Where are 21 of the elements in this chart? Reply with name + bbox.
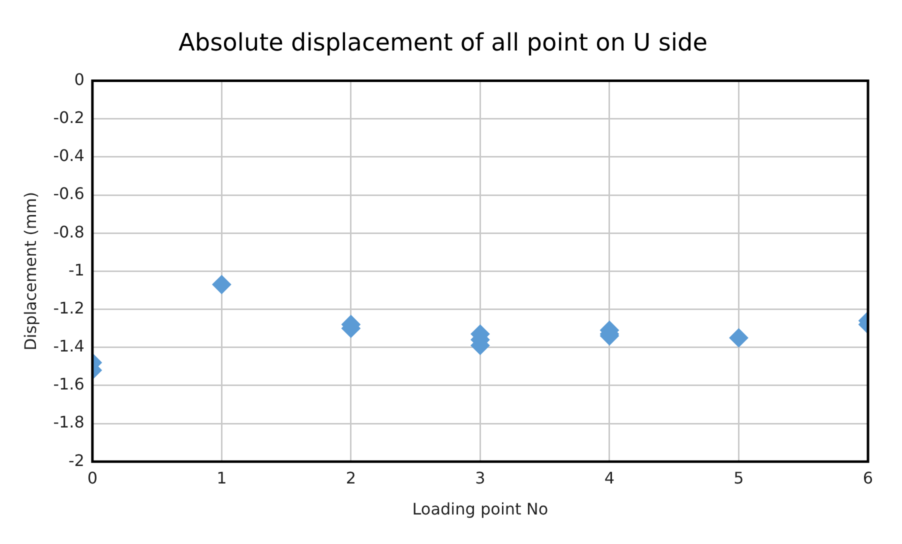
- y-tick-label: -1.6: [53, 374, 84, 394]
- x-tick-label: 1: [216, 468, 227, 488]
- y-tick-label: -0.6: [53, 184, 84, 204]
- y-tick-label: 0: [74, 70, 84, 89]
- y-tick-label: -0.8: [53, 222, 84, 242]
- x-tick-label: 6: [862, 468, 874, 488]
- x-tick-label: 5: [734, 468, 744, 488]
- y-tick-label: -1.4: [53, 336, 84, 356]
- chart-title: Absolute displacement of all point on U side: [178, 28, 708, 57]
- y-tick-label: -1: [68, 260, 84, 280]
- y-tick-label: -1.2: [53, 298, 84, 318]
- x-tick-label: 2: [346, 468, 356, 488]
- y-tick-label: -0.2: [53, 108, 84, 128]
- y-tick-label: -1.8: [53, 412, 84, 432]
- x-tick-label: 4: [604, 468, 615, 488]
- x-tick-label: 0: [87, 468, 98, 488]
- y-tick-label: -2: [68, 450, 84, 470]
- y-axis-title: Displacement (mm): [20, 192, 40, 351]
- x-tick-label: 3: [475, 468, 486, 488]
- y-tick-label: -0.4: [53, 146, 84, 166]
- x-axis-title: Loading point No: [412, 500, 548, 519]
